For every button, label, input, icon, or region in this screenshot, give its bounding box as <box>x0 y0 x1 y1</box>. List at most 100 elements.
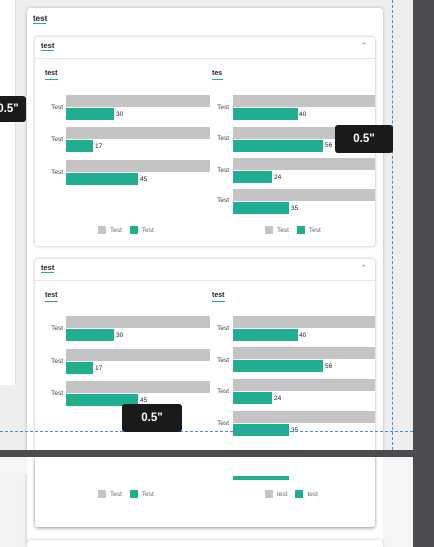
chart-1a-title: test <box>45 70 58 77</box>
legend-swatch-grey <box>98 226 106 234</box>
bar-value <box>233 171 272 183</box>
category-label: Test <box>51 136 63 143</box>
category-label: Test <box>51 358 63 365</box>
bar-value-clipped <box>233 476 289 480</box>
legend-swatch-grey <box>98 490 106 498</box>
bar-background <box>66 95 210 107</box>
next-card-edge <box>27 540 383 547</box>
chart-1b-legend: Test Test <box>265 226 329 234</box>
bar-value <box>233 140 323 152</box>
right-scroll-chrome[interactable] <box>413 0 434 547</box>
chart-2b-legend: test test <box>265 490 326 498</box>
horizontal-guide-line[interactable] <box>0 431 413 432</box>
size-tooltip: 0.5" <box>335 125 393 153</box>
chevron-up-icon[interactable]: ⌃ <box>360 263 368 273</box>
category-label: Test <box>217 388 229 395</box>
panel-1-title-underline <box>41 50 54 51</box>
category-label: Test <box>217 357 229 364</box>
size-tooltip: 0.5" <box>0 96 26 122</box>
bar-value <box>233 329 298 341</box>
bar-value <box>233 360 323 372</box>
panel-1: test ⌃ test Test 30 Test 17 Test 45 Test… <box>35 37 375 246</box>
vertical-guide-line[interactable] <box>392 0 393 450</box>
panel-2-divider <box>35 280 375 281</box>
category-label: Test <box>217 420 229 427</box>
bar-background <box>66 316 210 328</box>
legend-label: Test <box>110 490 122 498</box>
size-tooltip: 0.5" <box>122 404 182 432</box>
legend-swatch-teal <box>296 226 305 234</box>
value-label: 35 <box>291 205 299 212</box>
bar-background <box>66 160 210 172</box>
background-panel <box>0 0 16 385</box>
background-panel-lower <box>0 474 28 547</box>
viewport-separator <box>0 450 413 457</box>
value-label: 17 <box>95 143 103 150</box>
chart-1b-title-underline <box>212 79 223 80</box>
chart-2a-title: test <box>45 292 58 299</box>
lower-right-margin <box>383 457 413 547</box>
legend-label: Test <box>141 490 154 498</box>
value-label: 24 <box>274 174 282 181</box>
category-label: Test <box>217 197 229 204</box>
chart-1a-legend: Test Test <box>98 226 162 234</box>
value-label: 35 <box>291 427 299 434</box>
bar-background <box>233 411 375 423</box>
legend-item[interactable]: test <box>295 490 318 498</box>
value-label: 45 <box>140 397 148 404</box>
legend-item[interactable]: Test <box>98 490 122 498</box>
lower-margin <box>0 457 27 474</box>
legend-swatch-teal <box>129 226 138 234</box>
bar-background <box>233 189 375 201</box>
legend-swatch-grey <box>265 490 273 498</box>
bar-value <box>66 173 138 185</box>
legend-item[interactable]: Test <box>265 226 289 234</box>
value-label: 40 <box>299 332 307 339</box>
bar-background <box>233 379 375 391</box>
legend-swatch-teal <box>295 490 304 498</box>
value-label: 17 <box>95 365 103 372</box>
value-label: 56 <box>325 363 333 370</box>
bar-background <box>66 349 210 361</box>
legend-item[interactable]: Test <box>296 226 321 234</box>
bar-value <box>66 140 93 152</box>
bar-background <box>233 347 375 359</box>
bar-value <box>66 329 114 341</box>
bar-value <box>233 202 289 214</box>
bar-value <box>66 108 114 120</box>
chart-2b-title: test <box>212 292 225 299</box>
value-label: 30 <box>116 332 124 339</box>
bar-value <box>233 392 272 404</box>
chart-2b-title-underline <box>212 301 225 302</box>
panel-2-lower: Test Test test test <box>35 457 375 527</box>
bar-background <box>233 158 375 170</box>
category-label: Test <box>51 390 63 397</box>
legend-item[interactable]: Test <box>98 226 122 234</box>
value-label: 56 <box>325 142 333 149</box>
legend-swatch-teal <box>129 490 138 498</box>
panel-2-title: test <box>41 263 55 272</box>
category-label: Test <box>217 325 229 332</box>
bar-background <box>233 95 375 107</box>
value-label: 24 <box>274 395 282 402</box>
legend-item[interactable]: test <box>265 490 287 498</box>
legend-item[interactable]: Test <box>129 226 154 234</box>
legend-label: test <box>277 490 288 498</box>
legend-label: Test <box>141 226 154 234</box>
chart-2a-title-underline <box>45 301 58 302</box>
category-label: Test <box>217 167 229 174</box>
chevron-up-icon[interactable]: ⌃ <box>360 41 368 51</box>
outer-card-title: test <box>33 14 48 23</box>
category-label: Test <box>51 104 63 111</box>
legend-label: test <box>307 490 318 498</box>
bar-background <box>66 381 210 393</box>
category-label: Test <box>51 325 63 332</box>
panel-1-title: test <box>41 41 55 50</box>
chart-2a-legend: Test Test <box>98 490 162 498</box>
bar-value <box>66 362 93 374</box>
category-label: Test <box>217 135 229 142</box>
bar-background <box>233 316 375 328</box>
legend-label: Test <box>277 226 289 234</box>
legend-item[interactable]: Test <box>129 490 154 498</box>
outer-title-underline <box>33 23 46 24</box>
